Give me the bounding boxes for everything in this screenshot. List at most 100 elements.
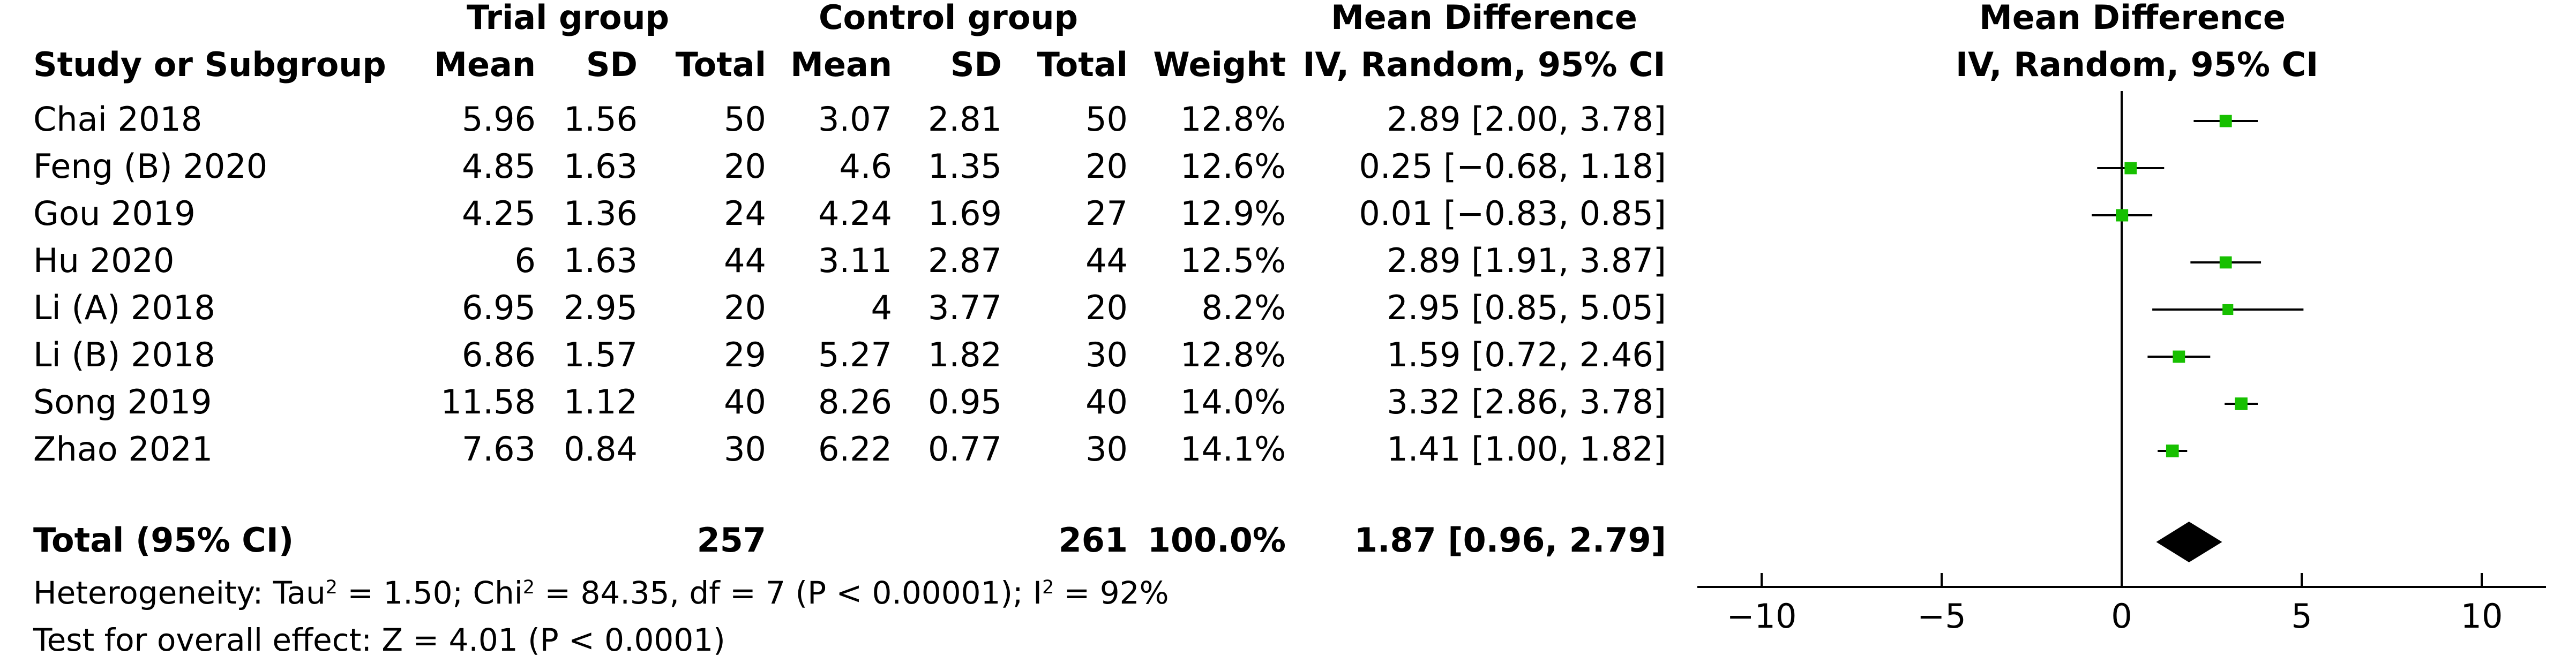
mean-trial: 5.96 bbox=[461, 100, 536, 139]
sd-control: 2.87 bbox=[927, 241, 1002, 280]
study-name: Hu 2020 bbox=[33, 241, 175, 280]
effect-ci: 0.25 [−0.68, 1.18] bbox=[1359, 147, 1666, 186]
weight: 14.0% bbox=[1180, 382, 1286, 421]
overall-effect-text: Test for overall effect: Z = 4.01 (P < 0… bbox=[33, 622, 725, 658]
study-marker bbox=[2124, 162, 2137, 175]
summary-diamond bbox=[2156, 522, 2222, 562]
col-total-trial-header: Total bbox=[675, 45, 766, 84]
effect-ci: 2.89 [2.00, 3.78] bbox=[1387, 100, 1666, 139]
study-name: Chai 2018 bbox=[33, 100, 203, 139]
mean-control: 4 bbox=[871, 288, 892, 327]
total-trial: 24 bbox=[724, 194, 766, 233]
total-trial: 44 bbox=[724, 241, 766, 280]
study-name: Li (A) 2018 bbox=[33, 288, 215, 327]
weight: 12.5% bbox=[1180, 241, 1286, 280]
study-name: Feng (B) 2020 bbox=[33, 147, 268, 186]
mean-control: 3.07 bbox=[818, 100, 892, 139]
effect-ci: 2.95 [0.85, 5.05] bbox=[1387, 288, 1666, 327]
effect-ci: 1.59 [0.72, 2.46] bbox=[1387, 335, 1666, 374]
x-tick-label: −5 bbox=[1917, 597, 1966, 636]
col-sd-control-header: SD bbox=[950, 45, 1002, 84]
col-weight-header: Weight bbox=[1153, 45, 1286, 84]
sd-control: 1.35 bbox=[927, 147, 1002, 186]
mean-trial: 4.85 bbox=[461, 147, 536, 186]
mean-control: 6.22 bbox=[818, 430, 892, 469]
x-tick-label: 10 bbox=[2461, 597, 2503, 636]
sd-control: 1.69 bbox=[927, 194, 1002, 233]
sd-control: 2.81 bbox=[927, 100, 1002, 139]
total-control: 30 bbox=[1085, 335, 1128, 374]
total-control: 20 bbox=[1085, 288, 1128, 327]
sd-control: 0.77 bbox=[927, 430, 1002, 469]
total-trial: 30 bbox=[724, 430, 766, 469]
weight: 12.8% bbox=[1180, 100, 1286, 139]
col-mean-trial-header: Mean bbox=[434, 45, 536, 84]
total-ci: 1.87 [0.96, 2.79] bbox=[1354, 521, 1666, 560]
total-trial: 257 bbox=[697, 521, 766, 560]
col-mean-control-header: Mean bbox=[790, 45, 892, 84]
sd-trial: 0.84 bbox=[563, 430, 638, 469]
total-trial: 40 bbox=[724, 382, 766, 421]
total-control: 20 bbox=[1085, 147, 1128, 186]
weight: 12.9% bbox=[1180, 194, 1286, 233]
effect-ci: 1.41 [1.00, 1.82] bbox=[1387, 430, 1666, 469]
col-study-header: Study or Subgroup bbox=[33, 45, 386, 84]
x-tick-label: 5 bbox=[2291, 597, 2312, 636]
study-marker bbox=[2235, 397, 2248, 410]
total-control: 30 bbox=[1085, 430, 1128, 469]
total-weight: 100.0% bbox=[1147, 521, 1286, 560]
mean-trial: 4.25 bbox=[461, 194, 536, 233]
mean-control: 3.11 bbox=[818, 241, 892, 280]
sd-control: 0.95 bbox=[927, 382, 1002, 421]
col-sd-trial-header: SD bbox=[586, 45, 638, 84]
total-control: 261 bbox=[1058, 521, 1128, 560]
mean-trial: 6.95 bbox=[461, 288, 536, 327]
col-total-control-header: Total bbox=[1037, 45, 1128, 84]
weight: 14.1% bbox=[1180, 430, 1286, 469]
control-group-header: Control group bbox=[819, 0, 1078, 37]
weight: 12.8% bbox=[1180, 335, 1286, 374]
plot-title: Mean Difference bbox=[1979, 0, 2286, 37]
x-tick-label: 0 bbox=[2111, 597, 2132, 636]
mean-difference-header: Mean Difference bbox=[1331, 0, 1637, 37]
sd-trial: 1.36 bbox=[563, 194, 638, 233]
mean-trial: 11.58 bbox=[440, 382, 536, 421]
total-trial: 20 bbox=[724, 147, 766, 186]
total-trial: 50 bbox=[724, 100, 766, 139]
sd-trial: 1.57 bbox=[563, 335, 638, 374]
total-control: 40 bbox=[1085, 382, 1128, 421]
sd-trial: 1.56 bbox=[563, 100, 638, 139]
mean-trial: 6.86 bbox=[461, 335, 536, 374]
sd-trial: 2.95 bbox=[563, 288, 638, 327]
study-name: Song 2019 bbox=[33, 382, 212, 421]
effect-ci: 3.32 [2.86, 3.78] bbox=[1387, 382, 1666, 421]
sd-control: 1.82 bbox=[927, 335, 1002, 374]
x-tick-label: −10 bbox=[1727, 597, 1797, 636]
sd-trial: 1.63 bbox=[563, 241, 638, 280]
mean-control: 4.6 bbox=[839, 147, 892, 186]
effect-ci: 0.01 [−0.83, 0.85] bbox=[1359, 194, 1666, 233]
study-name: Li (B) 2018 bbox=[33, 335, 215, 374]
total-trial: 20 bbox=[724, 288, 766, 327]
col-ci-header: IV, Random, 95% CI bbox=[1302, 45, 1666, 84]
total-trial: 29 bbox=[724, 335, 766, 374]
mean-trial: 6 bbox=[514, 241, 536, 280]
total-control: 50 bbox=[1085, 100, 1128, 139]
total-control: 44 bbox=[1085, 241, 1128, 280]
sd-trial: 1.12 bbox=[563, 382, 638, 421]
study-marker bbox=[2219, 256, 2232, 269]
effect-ci: 2.89 [1.91, 3.87] bbox=[1387, 241, 1666, 280]
plot-method: IV, Random, 95% CI bbox=[1956, 45, 2319, 84]
study-marker bbox=[2116, 209, 2129, 222]
study-name: Gou 2019 bbox=[33, 194, 196, 233]
study-marker bbox=[2222, 304, 2234, 315]
mean-trial: 7.63 bbox=[461, 430, 536, 469]
mean-control: 8.26 bbox=[818, 382, 892, 421]
study-marker bbox=[2173, 350, 2185, 363]
total-control: 27 bbox=[1085, 194, 1128, 233]
weight: 8.2% bbox=[1201, 288, 1286, 327]
sd-trial: 1.63 bbox=[563, 147, 638, 186]
heterogeneity-text: Heterogeneity: Tau2 = 1.50; Chi2 = 84.35… bbox=[33, 575, 1169, 611]
study-marker bbox=[2219, 115, 2232, 127]
